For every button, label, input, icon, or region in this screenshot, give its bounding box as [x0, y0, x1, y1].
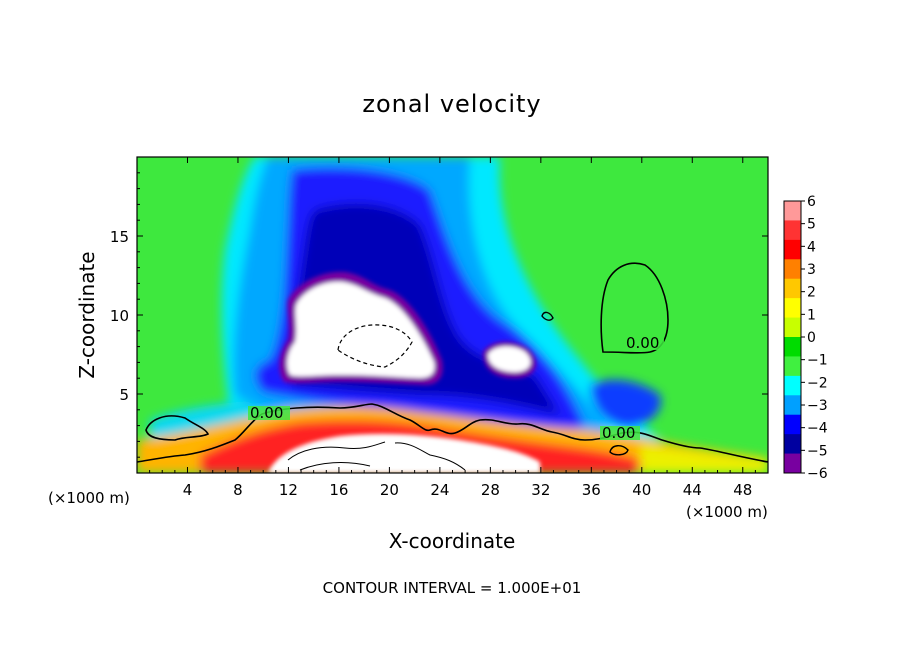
contour-label-1: 0.00 [250, 404, 283, 422]
x-tick-label: 44 [683, 481, 702, 499]
colorbar-swatch [784, 317, 801, 338]
yellow-ground-right [640, 445, 768, 473]
colorbar-label: −6 [807, 466, 828, 482]
x-tick-label: 4 [183, 481, 193, 499]
x-tick-label: 24 [430, 481, 449, 499]
colorbar-swatch [784, 434, 801, 455]
x-tick-label: 8 [233, 481, 243, 499]
y-axis-label: Z-coordinate [75, 251, 99, 378]
heatmap-field [137, 157, 768, 473]
colorbar-swatch [784, 239, 801, 260]
colorbar-label: 6 [807, 194, 816, 210]
colorbar-swatch [784, 414, 801, 435]
x-axis-label: X-coordinate [389, 529, 516, 553]
zero-contour-left-loop [145, 415, 210, 441]
ground-thin-contour-c [299, 462, 371, 471]
x-units-left: (×1000 m) [48, 489, 130, 507]
ground-thin-contour-a [287, 441, 386, 461]
colorbar-label: −5 [807, 443, 828, 459]
colorbar-swatch [784, 201, 801, 221]
colorbar-swatch [784, 298, 801, 319]
contour-label-backing-1 [248, 406, 290, 420]
contour-labels: 0.00 0.00 0.00 [248, 334, 664, 442]
white-undefined-ground [268, 433, 540, 473]
colorbar-swatch [784, 278, 801, 299]
x-tick-label: 40 [632, 481, 651, 499]
ground-thin-contour-b [394, 442, 466, 471]
white-undefined-small [487, 346, 531, 373]
contour-label-backing-2 [600, 426, 640, 440]
x-tick-label: 32 [531, 481, 550, 499]
zero-contour-right-loop [600, 262, 669, 354]
x-units-right: (×1000 m) [686, 503, 768, 521]
chart-title: zonal velocity [362, 90, 541, 118]
colorbar-swatch [784, 375, 801, 396]
field-sharp-shading [268, 271, 540, 473]
colorbar-label: 1 [807, 307, 816, 323]
x-tick-label: 16 [329, 481, 348, 499]
contour-label-backing-3 [624, 336, 664, 350]
colorbar-swatch [784, 337, 801, 357]
colorbar-label: −3 [807, 398, 828, 414]
blue-patch-right [590, 379, 661, 428]
x-tick-label: 20 [380, 481, 399, 499]
colorbar-label: −2 [807, 375, 828, 391]
colorbar-label: −4 [807, 421, 828, 437]
colorbar-swatch [784, 395, 801, 416]
colorbar-swatch [784, 220, 801, 241]
y-tick-label: 5 [119, 386, 129, 404]
colorbar-swatch [784, 453, 801, 474]
colorbar-label: 5 [807, 217, 816, 233]
contour-label-3: 0.00 [626, 334, 659, 352]
y-tick-label: 10 [110, 307, 129, 325]
negative-contour-dashed [337, 324, 413, 368]
y-tick-label: 15 [110, 228, 129, 246]
x-tick-label: 12 [279, 481, 298, 499]
x-tick-label: 28 [481, 481, 500, 499]
colorbar-label: 0 [807, 330, 816, 346]
contour-label-2: 0.00 [602, 424, 635, 442]
zero-contour-small-loop [609, 445, 629, 456]
colorbar-label: 4 [807, 239, 816, 255]
contour-interval-footer: CONTOUR INTERVAL = 1.000E+01 [323, 579, 582, 597]
colorbar-swatch [784, 356, 801, 377]
colorbar-swatch [784, 259, 801, 280]
colorbar: 6 5 4 3 2 1 0 −1 −2 −3 −4 −5 −6 [783, 194, 828, 482]
x-tick-label: 48 [733, 481, 752, 499]
white-undefined-main [287, 281, 435, 378]
zero-contour-tiny-loop [541, 311, 554, 321]
colorbar-label: −1 [807, 353, 828, 369]
colorbar-label: 2 [807, 285, 816, 301]
colorbar-label: 3 [807, 262, 816, 278]
x-tick-label: 36 [582, 481, 601, 499]
